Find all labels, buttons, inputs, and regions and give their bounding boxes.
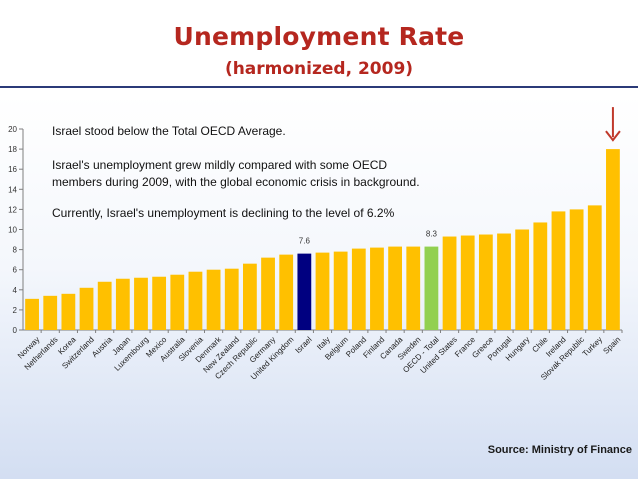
y-tick-label: 4: [13, 286, 18, 295]
annotation-3: Currently, Israel's unemployment is decl…: [52, 206, 395, 220]
y-tick-label: 8: [13, 246, 18, 255]
bar-mexico: [152, 276, 167, 330]
y-tick-label: 12: [8, 205, 17, 214]
bar-austria: [97, 281, 112, 330]
y-tick-label: 10: [8, 226, 17, 235]
bar-switzerland: [79, 287, 94, 330]
bar-united-kingdom: [279, 254, 294, 330]
source-note: Source: Ministry of Finance: [487, 444, 632, 456]
bar-norway: [25, 298, 39, 330]
x-tick-label: Turkey: [581, 335, 604, 358]
bar-ireland: [551, 211, 566, 330]
bar-korea: [61, 293, 76, 330]
bar-japan: [115, 278, 130, 330]
y-tick-label: 18: [8, 145, 17, 154]
bar-finland: [370, 247, 384, 330]
x-axis-labels: NorwayNetherlandsKoreaSwitzerlandAustria…: [16, 330, 623, 382]
bar-oecd-total: [424, 246, 439, 330]
bar-hungary: [515, 229, 530, 330]
bar-slovak-republic: [569, 209, 584, 330]
x-tick-label: Spain: [601, 335, 622, 356]
bar-belgium: [333, 251, 348, 330]
bar-denmark: [206, 269, 221, 330]
bar-sweden: [406, 246, 421, 330]
bar-luxembourg: [134, 277, 148, 330]
bar-poland: [351, 248, 366, 330]
bar-united-states: [442, 236, 457, 330]
bar-czech-republic: [242, 263, 257, 330]
bar-france: [460, 235, 475, 330]
y-tick-label: 20: [8, 125, 17, 134]
y-tick-label: 16: [8, 165, 17, 174]
chart-bars: [25, 149, 620, 330]
bar-italy: [315, 252, 330, 330]
bar-portugal: [497, 233, 511, 330]
data-labels: 7.6 8.3: [299, 230, 438, 246]
bar-greece: [478, 234, 493, 330]
x-tick-label: Austria: [90, 335, 114, 359]
arrow-head: [605, 130, 621, 142]
annotation-2-line1: Israel's unemployment grew mildly compar…: [52, 158, 388, 172]
y-tick-label: 0: [13, 326, 18, 335]
title-divider: [0, 86, 638, 88]
y-tick-label: 6: [13, 266, 18, 275]
bar-israel: [297, 253, 312, 330]
annotation-2-line2: members during 2009, with the global eco…: [52, 175, 420, 189]
data-label: 7.6: [299, 237, 311, 246]
page-title: Unemployment Rate: [173, 22, 465, 51]
y-tick-label: 2: [13, 306, 18, 315]
bar-australia: [170, 274, 185, 330]
bar-canada: [388, 246, 403, 330]
bar-germany: [261, 257, 275, 330]
bar-new-zealand: [224, 268, 239, 330]
page-subtitle: (harmonized, 2009): [224, 59, 414, 79]
spain-arrow-icon: [605, 107, 621, 142]
bar-spain: [606, 149, 620, 330]
bar-netherlands: [43, 295, 58, 330]
bar-slovenia: [188, 271, 203, 330]
x-tick-label: Israel: [294, 335, 314, 355]
bar-turkey: [587, 205, 602, 330]
bar-chile: [533, 222, 548, 330]
annotation-1: Israel stood below the Total OECD Averag…: [52, 124, 286, 138]
data-label: 8.3: [426, 230, 438, 239]
y-tick-label: 14: [8, 185, 17, 194]
